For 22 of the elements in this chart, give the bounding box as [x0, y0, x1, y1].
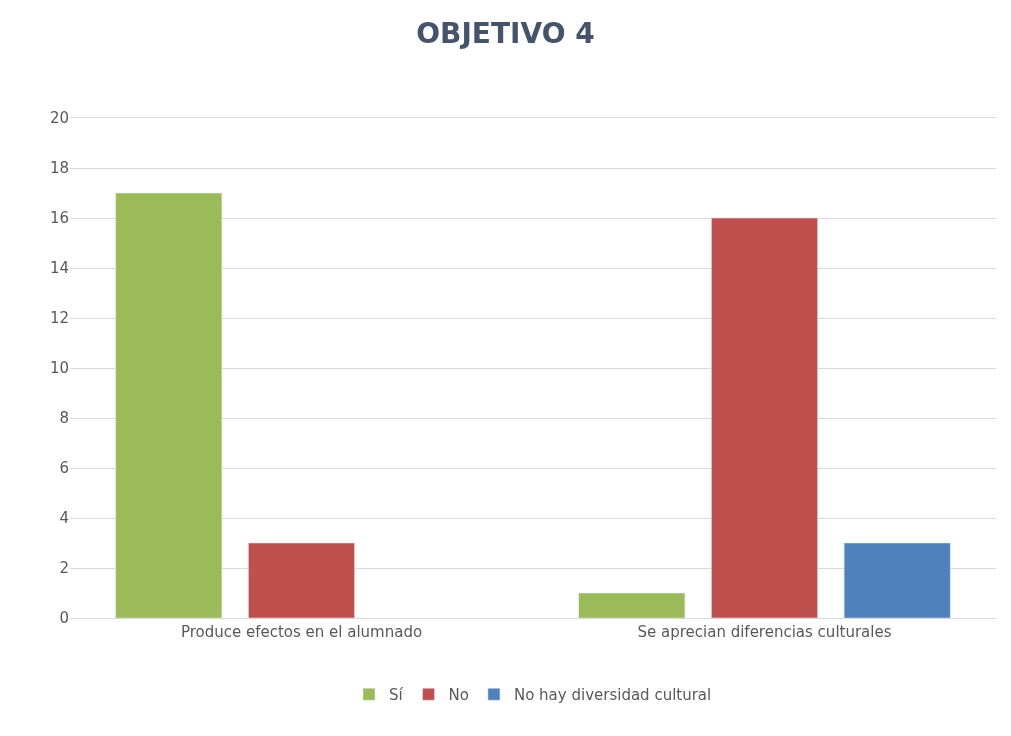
y-tick-label: 4 [59, 509, 69, 528]
bar [711, 217, 818, 618]
x-tick-label: Produce efectos en el alumnado [180, 623, 423, 641]
bar [115, 192, 223, 618]
y-tick-label: 0 [59, 609, 69, 628]
y-tick-label: 8 [59, 409, 69, 428]
y-tick-label: 18 [49, 159, 69, 178]
bar [248, 542, 355, 618]
bar [843, 542, 951, 618]
chart-title: OBJETIVO 4 [416, 16, 595, 50]
y-tick-label: 6 [59, 459, 69, 478]
y-tick-label: 14 [49, 259, 69, 278]
x-tick-label: Se aprecian diferencias culturales [637, 623, 892, 641]
legend-label: No hay diversidad cultural [513, 686, 712, 705]
y-tick-label: 16 [49, 209, 69, 228]
legend-label: Sí [389, 686, 404, 705]
y-tick-label: 10 [49, 359, 69, 378]
y-tick-label: 20 [49, 109, 69, 128]
y-tick-label: 12 [49, 309, 69, 328]
legend-label: No [448, 686, 469, 705]
y-tick-label: 2 [59, 559, 69, 578]
bar [578, 592, 686, 618]
